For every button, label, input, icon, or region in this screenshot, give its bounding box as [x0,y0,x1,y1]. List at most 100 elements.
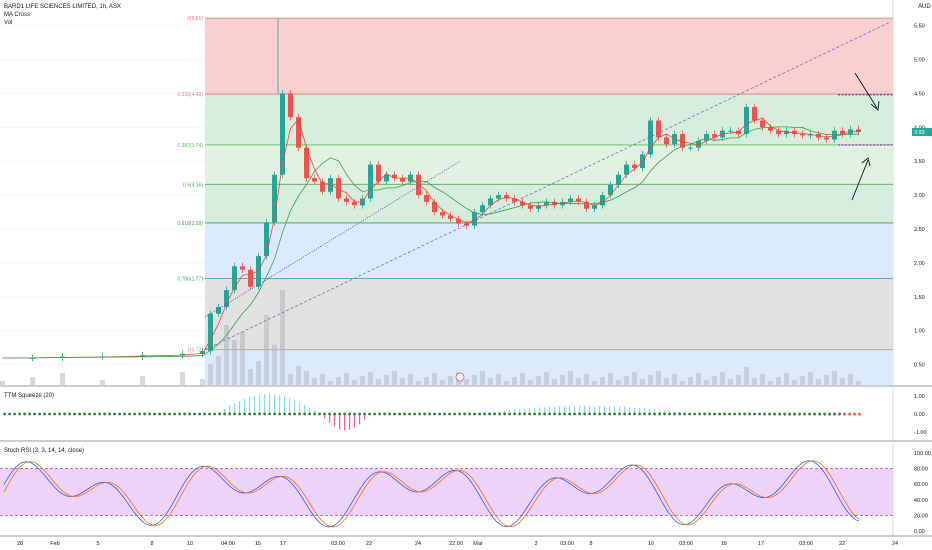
stoch-k-line [3,460,860,528]
y-tick-label: 1.00 [914,329,925,335]
squeeze-dot [288,412,291,416]
candle-body [576,198,581,202]
squeeze-bar [559,406,561,414]
squeeze-dot [43,412,46,416]
y-tick-label: 3.00 [914,193,925,199]
squeeze-legend: TTM Squeeze (20) [4,392,54,400]
squeeze-bar [609,406,611,414]
volume-bar [544,372,549,385]
chart-legend: BARD1 LIFE SCIENCES LIMITED, 1h, ASX MA … [4,3,121,27]
last-price-tag [912,128,932,137]
squeeze-dot [63,412,66,416]
squeeze-bar [334,414,336,427]
squeeze-dot [263,412,266,416]
squeeze-dot [143,412,147,416]
candle-body [544,201,549,206]
volume-bar [792,380,797,385]
squeeze-bar [649,408,651,414]
y-tick-label: 0.50 [914,363,925,369]
candle-body [664,137,669,145]
candle-body [760,120,765,128]
squeeze-dot [833,412,836,416]
volume-bar [608,373,613,385]
y-tick-label: 100.00 [914,451,931,457]
squeeze-dot [183,412,187,416]
candle-body [472,212,477,226]
squeeze-dot [353,412,356,416]
candle-body [392,174,397,179]
y-tick-label: 0.00 [914,412,925,418]
squeeze-dot [808,412,811,416]
volume-bar [272,345,277,385]
y-tick-label: 3.50 [914,159,925,165]
ma-cross-label[interactable]: MA Cross [4,12,31,18]
volume-bar [424,377,429,385]
squeeze-dot [638,412,641,416]
volume-bar [552,379,557,385]
squeeze-bar [544,407,546,414]
candle-body [696,140,701,148]
candle-body [264,222,269,257]
candle-body [216,307,221,314]
squeeze-dot [398,412,401,416]
volume-bar [784,373,789,385]
volume-bar [312,378,317,385]
volume-bar [584,374,589,385]
squeeze-bar [529,408,531,414]
squeeze-dot [323,412,326,416]
candle-body [600,195,605,206]
squeeze-dot [228,412,232,416]
squeeze-dot [708,412,711,416]
volume-bar [656,371,661,385]
stoch-label[interactable]: Stoch RSI (3, 3, 14, 14, close) [4,448,85,454]
fib-level-label: 0.5(3.16) [183,182,203,188]
candle-body [424,195,429,202]
squeeze-dot [673,412,676,416]
stoch-legend: Stoch RSI (3, 3, 14, 14, close) [4,447,84,455]
squeeze-bar [324,414,326,419]
squeeze-dot [343,412,346,416]
symbol-title[interactable]: BARD1 LIFE SCIENCES LIMITED, 1h, ASX [4,4,122,10]
squeeze-dot [848,412,851,416]
volume-bar [712,376,717,385]
squeeze-dot [703,412,706,416]
volume-bar [360,376,365,385]
squeeze-dot [503,412,506,416]
candle-body [520,201,525,206]
candle-body [440,212,445,216]
squeeze-dot [513,412,516,416]
squeeze-dot [648,412,651,416]
candle-body [536,205,541,209]
squeeze-bar [614,406,616,414]
candle-body [728,130,733,132]
squeeze-dot [598,412,601,416]
squeeze-dot [383,412,386,416]
squeeze-dot [88,412,91,416]
squeeze-dot [198,412,202,416]
candle-body [240,266,245,270]
squeeze-dot [613,412,616,416]
squeeze-dot [843,412,846,416]
fib-level-label: 0(5.61) [187,16,203,22]
squeeze-dot [768,412,771,416]
squeeze-dot [203,412,207,416]
candle-body [504,195,509,199]
fib-level-label: 0.786(1.77) [177,277,203,283]
x-tick-label: 15 [721,541,727,547]
arrow-down [854,72,878,109]
squeeze-dot [178,412,182,416]
squeeze-bar [329,414,331,423]
stoch-d-line [3,460,860,528]
squeeze-dot [193,412,197,416]
candle-body [528,205,533,209]
candle-body [512,198,517,202]
squeeze-bar [599,406,601,414]
squeeze-dot [723,412,726,416]
squeeze-dot [453,412,456,416]
volume-label[interactable]: Vol [4,20,13,26]
squeeze-bar [289,398,291,414]
candle-body [496,195,501,199]
candle-body [784,130,789,135]
squeeze-label[interactable]: TTM Squeeze (20) [4,393,55,399]
